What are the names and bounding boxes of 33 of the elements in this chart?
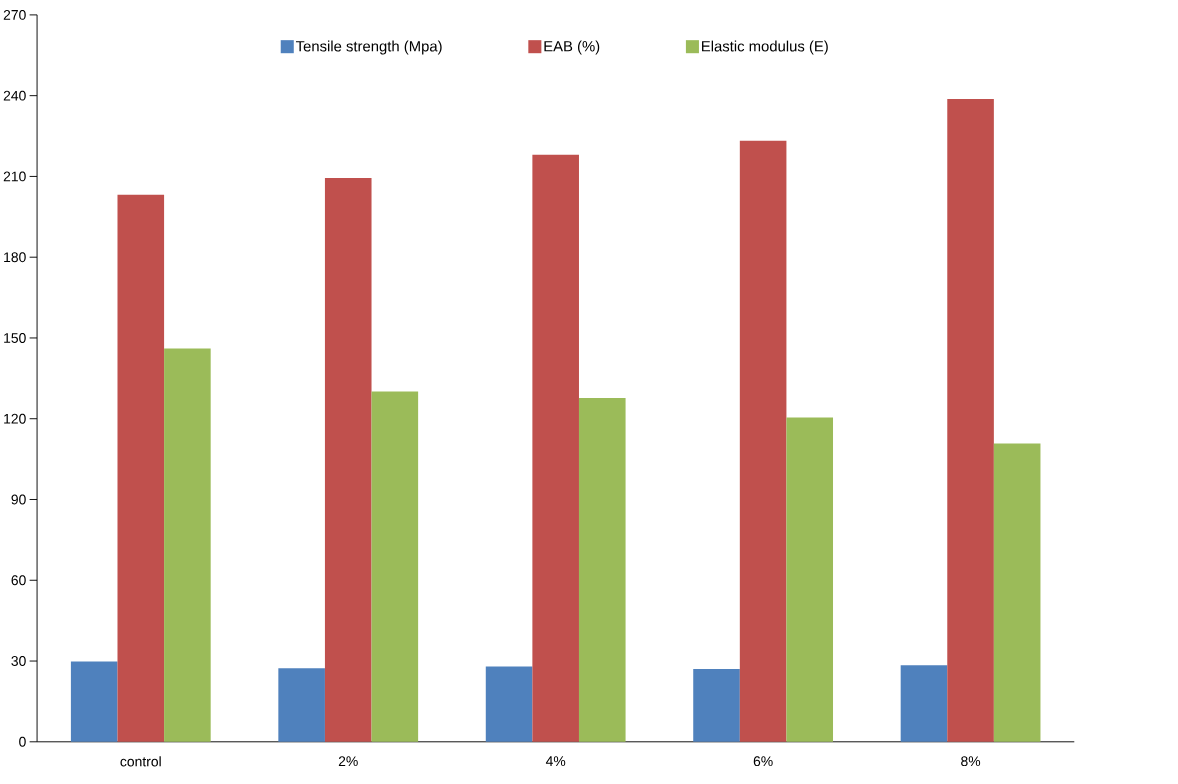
bar <box>70 661 118 742</box>
bar <box>900 665 948 742</box>
y-tick-label: 180 <box>4 252 26 263</box>
x-tick-label: 8% <box>961 756 981 767</box>
bar <box>947 99 994 742</box>
y-tick-label: 60 <box>11 575 26 586</box>
bar <box>993 443 1041 742</box>
y-tick-label: 150 <box>4 333 26 344</box>
y-tick-label: 0 <box>19 736 26 747</box>
x-tick-label: control <box>120 756 161 767</box>
legend-label: Tensile strength (Mpa) <box>295 40 442 55</box>
x-tick-label: 2% <box>338 756 358 767</box>
y-tick-label: 240 <box>3 90 26 101</box>
y-tick-label: 210 <box>3 171 26 182</box>
bar <box>371 391 419 742</box>
bar <box>278 668 325 742</box>
bar <box>693 669 740 742</box>
bar <box>164 348 211 742</box>
y-tick-label: 270 <box>3 10 26 20</box>
bar <box>532 154 579 742</box>
legend-label: EAB (%) <box>544 40 600 55</box>
bar <box>485 666 533 742</box>
x-tick-label: 4% <box>545 756 566 767</box>
bar <box>786 417 834 742</box>
bar <box>739 140 787 742</box>
legend-label: Elastic modulus (E) <box>702 40 828 55</box>
bar <box>117 194 165 742</box>
bar <box>324 178 372 742</box>
bar <box>578 398 626 742</box>
y-tick-label: 90 <box>11 494 26 505</box>
y-tick-label: 30 <box>11 656 26 667</box>
y-tick-label: 120 <box>4 413 26 424</box>
x-tick-label: 6% <box>753 756 773 767</box>
